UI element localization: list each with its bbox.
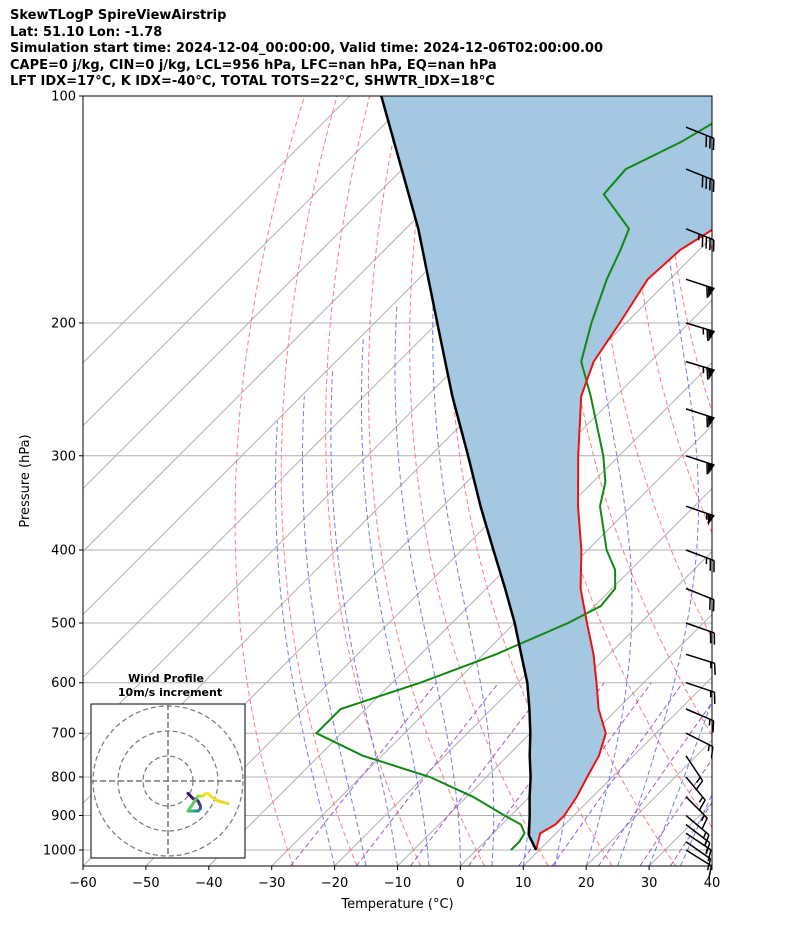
isotherm-line bbox=[334, 487, 712, 866]
wind-barb bbox=[685, 168, 715, 192]
moist-adiabat bbox=[680, 793, 712, 866]
hodograph-title: Wind Profile bbox=[128, 672, 204, 685]
wind-barb bbox=[685, 732, 714, 759]
y-tick-label: 100 bbox=[51, 90, 76, 105]
wind-barb bbox=[685, 505, 715, 526]
dry-adiabat bbox=[560, 96, 712, 737]
mixing-ratio-line bbox=[290, 682, 437, 866]
isotherm-line bbox=[83, 96, 351, 364]
wind-barb bbox=[685, 841, 712, 871]
indices-line-2: LFT IDX=17°C, K IDX=-40°C, TOTAL TOTS=22… bbox=[10, 74, 495, 89]
wind-barb bbox=[685, 814, 710, 847]
profile-lines bbox=[314, 96, 712, 851]
moist-adiabat bbox=[302, 396, 367, 866]
x-tick-label: −50 bbox=[132, 876, 159, 891]
isotherm-line bbox=[83, 96, 476, 490]
isotherm-line bbox=[522, 676, 712, 866]
wind-barb bbox=[685, 549, 715, 573]
mixing-ratio-line bbox=[355, 682, 499, 866]
x-tick-label: −10 bbox=[384, 876, 411, 891]
y-tick-label: 200 bbox=[51, 316, 76, 331]
mixing-ratio-line bbox=[409, 682, 550, 866]
wind-barb bbox=[685, 408, 715, 428]
wind-barb bbox=[685, 228, 715, 252]
moist-adiabat bbox=[617, 96, 699, 866]
dry-adiabat bbox=[325, 96, 422, 866]
wind-barb bbox=[685, 653, 716, 675]
dry-adiabat bbox=[280, 96, 358, 866]
hodograph-segment bbox=[216, 799, 230, 805]
x-tick-label: 30 bbox=[641, 876, 658, 891]
y-tick-label: 500 bbox=[51, 617, 76, 632]
x-tick-label: −20 bbox=[321, 876, 348, 891]
location-line: Lat: 51.10 Lon: -1.78 bbox=[10, 24, 163, 40]
parcel-line bbox=[380, 96, 538, 851]
wind-barb bbox=[685, 360, 715, 380]
moist-adiabat bbox=[361, 338, 430, 866]
dry-adiabat bbox=[662, 96, 712, 414]
moist-adiabat bbox=[432, 269, 495, 866]
wind-barb bbox=[685, 681, 716, 704]
isotherm-line bbox=[775, 96, 794, 866]
wind-barb bbox=[685, 322, 715, 342]
dry-adiabat bbox=[367, 96, 485, 866]
wind-barb bbox=[685, 455, 715, 475]
chart-title: SkewTLogP SpireViewAirstrip bbox=[10, 8, 227, 23]
chart-title-block: SkewTLogP SpireViewAirstrip Lat: 51.10 L… bbox=[10, 8, 603, 91]
wind-barb bbox=[685, 755, 704, 791]
y-axis-label: Pressure (hPa) bbox=[18, 434, 33, 527]
isotherm-line bbox=[397, 550, 712, 866]
dry-adiabat bbox=[595, 96, 712, 640]
wind-barb bbox=[685, 587, 715, 612]
dry-adiabat bbox=[234, 96, 305, 866]
mixing-ratio-line bbox=[597, 701, 712, 866]
y-tick-label: 800 bbox=[51, 770, 76, 785]
time-line: Simulation start time: 2024-12-04_00:00:… bbox=[10, 41, 603, 56]
wind-barb bbox=[685, 622, 716, 645]
isotherm-line bbox=[83, 96, 539, 553]
cin-shading bbox=[381, 96, 712, 850]
dry-adiabat bbox=[728, 96, 794, 866]
wind-barb bbox=[685, 796, 708, 829]
wind-barb bbox=[685, 126, 715, 151]
moist-adiabat bbox=[648, 699, 712, 866]
moist-adiabat bbox=[394, 306, 461, 866]
isotherm-line bbox=[711, 865, 712, 866]
hodograph-segment bbox=[186, 794, 200, 813]
isotherm-line bbox=[271, 424, 712, 866]
y-tick-label: 1000 bbox=[43, 844, 76, 859]
y-tick-label: 700 bbox=[51, 727, 76, 742]
y-tick-label: 600 bbox=[51, 676, 76, 691]
x-tick-label: −30 bbox=[258, 876, 285, 891]
hodograph-segment bbox=[209, 794, 220, 803]
wind-barb bbox=[685, 776, 706, 811]
hodograph-subtitle: 10m/s increment bbox=[118, 686, 222, 699]
x-tick-label: 20 bbox=[578, 876, 595, 891]
wind-barb bbox=[685, 278, 715, 299]
moist-adiabat bbox=[330, 368, 398, 866]
x-tick-label: 10 bbox=[515, 876, 532, 891]
y-tick-label: 400 bbox=[51, 543, 76, 558]
y-tick-label: 300 bbox=[51, 449, 76, 464]
dry-adiabat bbox=[761, 96, 794, 866]
x-tick-label: −60 bbox=[69, 876, 96, 891]
x-tick-label: 40 bbox=[704, 876, 721, 891]
moist-adiabat bbox=[275, 421, 336, 866]
wind-barb bbox=[685, 849, 713, 878]
x-tick-label: 0 bbox=[456, 876, 464, 891]
isotherm-line bbox=[83, 96, 414, 427]
x-tick-label: −40 bbox=[195, 876, 222, 891]
y-tick-label: 900 bbox=[51, 809, 76, 824]
moist-adiabat bbox=[585, 111, 633, 866]
mixing-ratio-line bbox=[639, 758, 712, 866]
wind-barbs bbox=[685, 126, 716, 878]
mixing-ratio-line bbox=[551, 682, 684, 866]
dewpoint-line bbox=[314, 122, 712, 851]
x-axis-label: Temperature (°C) bbox=[340, 897, 453, 912]
wind-barb bbox=[685, 708, 715, 733]
indices-line-1: CAPE=0 j/kg, CIN=0 j/kg, LCL=956 hPa, LF… bbox=[10, 57, 497, 73]
